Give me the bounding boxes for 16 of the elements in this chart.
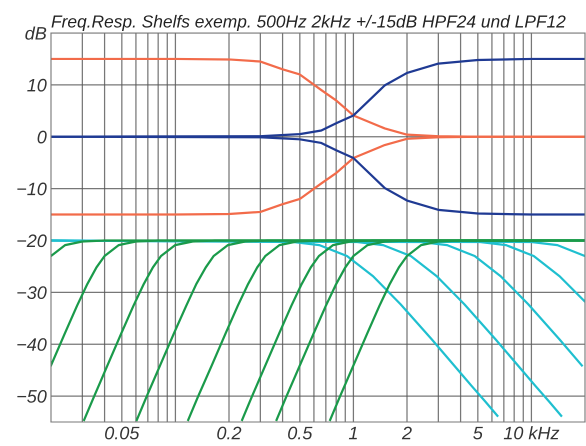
y-tick-label: dB [25, 26, 46, 40]
y-tick-label: −50 [17, 390, 47, 403]
y-tick-label: 10 [27, 78, 47, 92]
y-tick-label: −30 [17, 286, 47, 300]
x-tick-label: 5 [473, 426, 483, 440]
y-tick-label: −10 [17, 182, 47, 196]
x-tick-label: 2 [402, 426, 412, 440]
x-tick-label: 0.2 [217, 426, 242, 440]
x-tick-label: 0.5 [288, 426, 312, 440]
x-tick-label: 0.05 [105, 426, 140, 440]
y-tick-label: 0 [38, 130, 47, 144]
x-tick-label: 1 [348, 426, 357, 440]
chart-title: Freq.Resp. Shelfs exemp. 500Hz 2kHz +/-15dB HPF24 und LPF12 [52, 14, 566, 32]
y-tick-label: −40 [17, 338, 47, 351]
y-tick-label: −20 [17, 234, 47, 248]
x-tick-label: 10 kHz [504, 426, 560, 440]
